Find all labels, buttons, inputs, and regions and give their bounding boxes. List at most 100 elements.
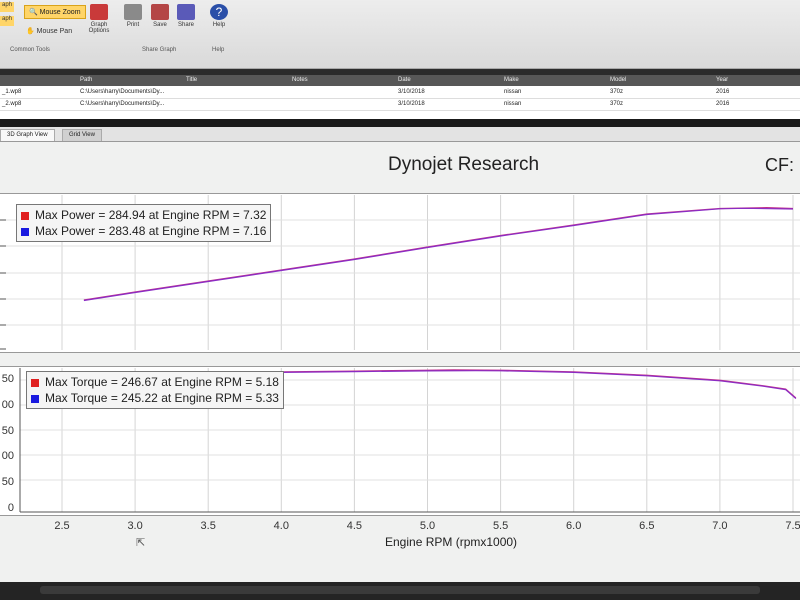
file-date: 3/10/2018: [398, 101, 425, 107]
save-label: Save: [153, 22, 167, 28]
file-path: C:\Users\harry\Documents\Dy...: [80, 101, 165, 107]
file-name: _2.wp8: [2, 101, 22, 107]
legend-item: Max Power = 283.48 at Engine RPM = 7.16: [21, 223, 266, 239]
tab-3d-graph-view[interactable]: 3D Graph View: [0, 129, 55, 141]
help-group-label: Help: [212, 47, 225, 53]
torque-y-tick-label: 50: [2, 425, 14, 437]
common-tools-group-label: Common Tools: [10, 47, 50, 53]
left-graph-label-2: aph: [1, 16, 12, 22]
power-series: [83, 206, 794, 302]
mouse-zoom-button[interactable]: 🔍 Mouse Zoom: [24, 5, 86, 19]
printer-icon: [124, 4, 142, 20]
x-tick-label: 4.5: [347, 520, 362, 532]
mouse-pan-label: Mouse Pan: [36, 28, 73, 35]
run-file-table: Path Title Notes Date Make Model Year _1…: [0, 75, 800, 119]
help-label: Help: [212, 22, 226, 28]
torque-series-line: [222, 369, 797, 399]
x-tick-label: 4.0: [274, 520, 289, 532]
zoom-icon: 🔍: [29, 9, 38, 16]
column-header-make[interactable]: Make: [504, 77, 519, 83]
file-make: nissan: [504, 89, 522, 95]
torque-series-line: [222, 370, 797, 400]
torque-y-tick-label: 50: [2, 373, 14, 385]
legend-label: Max Power = 284.94 at Engine RPM = 7.32: [35, 208, 267, 222]
save-icon: [151, 4, 169, 20]
column-header-title[interactable]: Title: [186, 77, 198, 83]
red-swatch: [21, 211, 29, 220]
taskbar: [0, 582, 800, 600]
mouse-pan-button[interactable]: ✋ Mouse Pan: [26, 27, 72, 35]
x-tick-label: 3.5: [201, 520, 216, 532]
x-tick-label: 3.0: [127, 520, 142, 532]
table-header: Path Title Notes Date Make Model Year: [0, 75, 800, 86]
legend-label: Max Power = 283.48 at Engine RPM = 7.16: [35, 224, 267, 238]
x-tick-label: 6.0: [566, 520, 581, 532]
torque-y-tick-label: 0: [8, 502, 14, 514]
axis-ticks: 2.5 3.0 3.5 4.0 4.5 5.0 5.5 6.0 6.5 7.0 7.5 0 50 00 50…: [0, 219, 800, 532]
view-tabs: 3D Graph View Grid View: [0, 127, 800, 142]
blue-swatch: [21, 227, 29, 236]
file-make: nissan: [504, 101, 522, 107]
file-name: _1.wp8: [2, 89, 22, 95]
legend-item: Max Torque = 246.67 at Engine RPM = 5.18: [31, 374, 279, 390]
file-date: 3/10/2018: [398, 89, 425, 95]
file-model: 370z: [610, 101, 624, 107]
x-tick-label: 2.5: [54, 520, 69, 532]
torque-legend[interactable]: Max Torque = 246.67 at Engine RPM = 5.18…: [26, 371, 284, 409]
file-model: 370z: [610, 89, 624, 95]
share-icon: [177, 4, 195, 20]
x-tick-label: 6.5: [639, 520, 654, 532]
x-tick-label: 7.5: [785, 520, 800, 532]
help-icon: ?: [210, 4, 228, 20]
legend-label: Max Torque = 245.22 at Engine RPM = 5.33: [45, 391, 279, 405]
share-graph-group-label: Share Graph: [142, 47, 177, 53]
column-header-path[interactable]: Path: [80, 77, 93, 83]
x-axis-label: Engine RPM (rpmx1000): [385, 535, 518, 549]
x-tick-label: 7.0: [712, 520, 727, 532]
column-header-date[interactable]: Date: [398, 77, 411, 83]
mouse-cursor-icon: ⇱: [136, 537, 146, 549]
pan-icon: ✋: [26, 28, 35, 35]
column-header-model[interactable]: Model: [610, 77, 627, 83]
legend-item: Max Power = 284.94 at Engine RPM = 7.32: [21, 207, 266, 223]
share-button[interactable]: Share: [175, 4, 197, 28]
mouse-zoom-label: Mouse Zoom: [39, 9, 81, 16]
table-row[interactable]: _2.wp8 C:\Users\harry\Documents\Dy... 3/…: [0, 99, 800, 111]
torque-series: [222, 369, 797, 400]
power-series-line: [83, 207, 794, 302]
ribbon-toolbar: aph aph 🔍 Mouse Zoom ✋ Mouse Pan Graph O…: [0, 0, 800, 69]
legend-item: Max Torque = 245.22 at Engine RPM = 5.33: [31, 390, 279, 406]
x-tick-label: 5.0: [420, 520, 435, 532]
column-header-year[interactable]: Year: [716, 77, 729, 83]
help-button[interactable]: ? Help: [207, 4, 231, 28]
share-label: Share: [177, 22, 194, 28]
save-button[interactable]: Save: [149, 4, 171, 28]
power-legend[interactable]: Max Power = 284.94 at Engine RPM = 7.32 …: [16, 204, 272, 242]
torque-y-tick-label: 00: [2, 399, 14, 411]
graph-options-button[interactable]: Graph Options: [84, 4, 114, 34]
print-button[interactable]: Print: [122, 4, 144, 28]
chart-title: Dynojet Research: [388, 154, 540, 175]
column-header-notes[interactable]: Notes: [292, 77, 308, 83]
legend-label: Max Torque = 246.67 at Engine RPM = 5.18: [45, 375, 279, 389]
left-graph-button-2[interactable]: aph: [0, 16, 14, 26]
taskbar-strip: [40, 586, 760, 594]
left-graph-button[interactable]: aph: [0, 2, 14, 12]
torque-y-tick-label: 50: [2, 476, 14, 488]
left-graph-label: aph: [1, 2, 12, 8]
blue-swatch: [31, 394, 39, 403]
cf-label: CF:: [765, 155, 794, 175]
file-year: 2016: [716, 101, 730, 107]
x-tick-label: 5.5: [493, 520, 508, 532]
graph-options-icon: [90, 4, 108, 20]
torque-y-tick-label: 00: [2, 450, 14, 462]
toolbar-separator: [0, 69, 800, 75]
print-label: Print: [126, 22, 140, 28]
tab-grid-view[interactable]: Grid View: [62, 129, 102, 141]
red-swatch: [31, 378, 39, 387]
file-year: 2016: [716, 89, 730, 95]
graph-options-label: Graph Options: [88, 22, 110, 34]
file-path: C:\Users\harry\Documents\Dy...: [80, 89, 165, 95]
table-row[interactable]: _1.wp8 C:\Users\harry\Documents\Dy... 3/…: [0, 87, 800, 99]
